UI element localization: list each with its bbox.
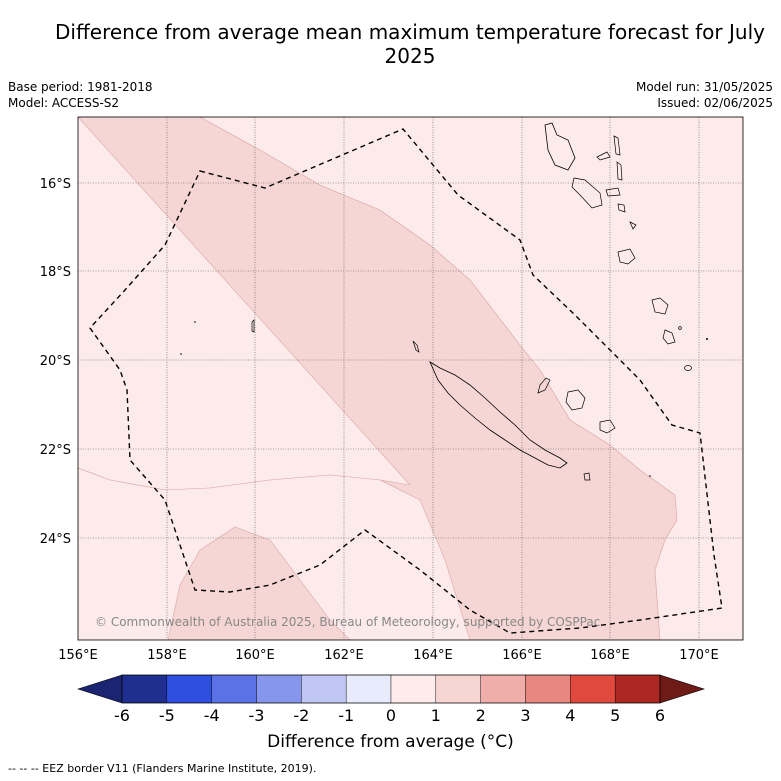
colorbar-segment bbox=[480, 674, 526, 704]
lat-label-22s: 22°S bbox=[40, 443, 71, 458]
colorbar-tick-label: -6 bbox=[114, 706, 130, 725]
lat-label-20s: 20°S bbox=[40, 354, 71, 369]
coastline-aneityum bbox=[684, 365, 692, 371]
colorbar-tick-label: -3 bbox=[249, 706, 265, 725]
colorbar-segment bbox=[345, 674, 392, 704]
colorbar-segment bbox=[121, 674, 168, 704]
coastline-ambrym bbox=[605, 187, 621, 197]
colorbar-tick-label: -5 bbox=[159, 706, 175, 725]
colorbar-tick-label: 1 bbox=[431, 706, 441, 725]
colorbar-segment bbox=[390, 674, 437, 704]
coastline-erromango bbox=[651, 297, 669, 315]
lon-label-164e: 164°E bbox=[413, 648, 453, 663]
meta-right: Model run: 31/05/2025 Issued: 02/06/2025 bbox=[636, 79, 773, 111]
lon-label-168e: 168°E bbox=[590, 648, 630, 663]
lon-label-158e: 158°E bbox=[147, 648, 187, 663]
colorbar: -6 -5 -4 -3 -2 -1 0 1 2 3 4 5 6 bbox=[77, 674, 705, 725]
lon-label-166e: 166°E bbox=[502, 648, 542, 663]
base-period: Base period: 1981-2018 bbox=[8, 80, 153, 94]
model-run: Model run: 31/05/2025 bbox=[635, 80, 773, 94]
gridlines bbox=[78, 117, 743, 640]
colorbar-under-arrow bbox=[77, 674, 123, 704]
coastline-isle-of-pines bbox=[583, 472, 591, 481]
eez-border bbox=[89, 128, 723, 634]
eez-legend: -- -- -- EEZ border V11 (Flanders Marine… bbox=[8, 762, 317, 775]
colorbar-tick-label: -4 bbox=[204, 706, 220, 725]
colorbar-tick-label: -1 bbox=[338, 706, 354, 725]
colorbar-tick-label: 5 bbox=[610, 706, 620, 725]
lon-label-156e: 156°E bbox=[58, 648, 98, 663]
map-frame bbox=[77, 116, 744, 641]
coastline-mare bbox=[599, 419, 616, 434]
colorbar-segment bbox=[256, 674, 302, 704]
coastline-islet-nw bbox=[412, 340, 420, 353]
coastline-futuna bbox=[678, 326, 682, 330]
colorbar-segment bbox=[435, 674, 481, 704]
lat-label-18s: 18°S bbox=[40, 265, 71, 280]
copyright-text: © Commonwealth of Australia 2025, Bureau… bbox=[95, 615, 600, 629]
lon-label-160e: 160°E bbox=[235, 648, 275, 663]
coastline-new-caledonia bbox=[429, 361, 568, 469]
colorbar-segment bbox=[525, 674, 571, 704]
colorbar-tick-label: 0 bbox=[386, 706, 396, 725]
coastline-reef-dot-3 bbox=[649, 475, 651, 477]
coastline-ambae bbox=[596, 151, 611, 161]
colorbar-segment bbox=[570, 674, 616, 704]
coastline-reef-dot-1 bbox=[194, 321, 196, 323]
lat-label-24s: 24°S bbox=[40, 532, 71, 547]
meta-left: Base period: 1981-2018 Model: ACCESS-S2 bbox=[8, 79, 153, 111]
lat-label-16s: 16°S bbox=[40, 177, 71, 192]
coastline-malekula bbox=[571, 177, 603, 209]
lon-label-170e: 170°E bbox=[679, 648, 719, 663]
coastline-espiritu-santo bbox=[544, 122, 576, 171]
coastline-efate bbox=[617, 248, 636, 265]
colorbar-segment bbox=[166, 674, 212, 704]
colorbar-over-arrow bbox=[659, 674, 705, 704]
colorbar-segment bbox=[211, 674, 257, 704]
model-name: Model: ACCESS-S2 bbox=[8, 96, 120, 110]
colorbar-tick-label: 2 bbox=[476, 706, 486, 725]
lon-label-162e: 162°E bbox=[324, 648, 364, 663]
colorbar-segment bbox=[301, 674, 347, 704]
colorbar-tick-label: 3 bbox=[520, 706, 530, 725]
coastline-aniwa bbox=[706, 338, 708, 340]
issued-date: Issued: 02/06/2025 bbox=[657, 96, 773, 110]
chart-title: Difference from average mean maximum tem… bbox=[55, 20, 765, 68]
coastline-chesterfield bbox=[251, 319, 255, 333]
coastline-epi bbox=[617, 203, 626, 213]
coastline-tanna bbox=[662, 329, 676, 345]
colorbar-tick-label: -2 bbox=[293, 706, 309, 725]
coastline-pentecost bbox=[616, 161, 623, 181]
anomaly-region-lobe bbox=[167, 526, 351, 640]
coastline-maewo bbox=[613, 135, 621, 156]
coastline-lifou bbox=[565, 389, 586, 411]
coastline-reef-dot-2 bbox=[180, 353, 182, 355]
colorbar-tick-label: 6 bbox=[655, 706, 665, 725]
colorbar-title: Difference from average (°C) bbox=[267, 732, 514, 752]
colorbar-tick-label: 4 bbox=[565, 706, 575, 725]
colorbar-segment bbox=[614, 674, 661, 704]
colorbar-frame bbox=[121, 674, 661, 704]
coastline-shepherd bbox=[629, 221, 637, 230]
coastline-ouvea bbox=[537, 377, 551, 394]
